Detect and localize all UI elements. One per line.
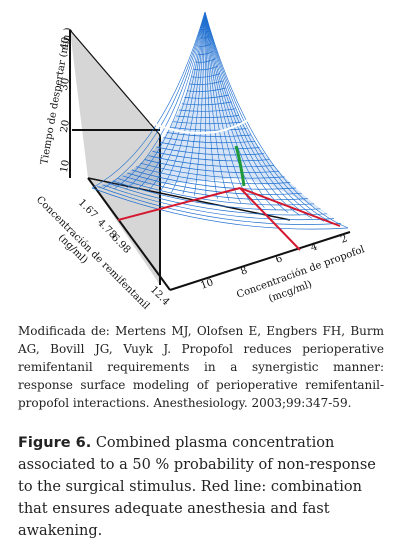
- surface-mesh-line: [125, 11, 206, 190]
- propofol-axis-line: [169, 231, 351, 291]
- red-line-floor: [117, 187, 241, 221]
- green-line: [234, 145, 246, 187]
- response-surface-figure: 10 20 30 40 Tiempo de despertar (min.) 1…: [34, 11, 366, 310]
- white-iso-line: [149, 99, 273, 135]
- surface-mesh-line: [159, 142, 260, 150]
- figure-caption-text: Combined plasma concentration associated…: [18, 435, 376, 539]
- surface-mesh-line: [182, 11, 206, 195]
- surface-mesh-line: [140, 162, 285, 179]
- z-tick: 20: [59, 119, 72, 133]
- surface-mesh-line: [204, 11, 301, 216]
- surface-mesh-line: [144, 159, 280, 173]
- z-tick: 40: [59, 36, 72, 50]
- surface-mesh-line: [204, 11, 242, 204]
- back-wall-edge: [69, 29, 161, 136]
- y-tick: 1.67: [76, 197, 100, 221]
- surface-mesh-line: [194, 11, 206, 196]
- surface-mesh-line: [166, 132, 251, 137]
- surface-mesh-line: [204, 11, 325, 222]
- surface-mesh-line: [127, 172, 302, 195]
- surface-mesh-line: [204, 11, 207, 198]
- surface-mesh-line: [136, 11, 206, 191]
- z-tick: 30: [59, 77, 72, 91]
- surface-mesh-line: [181, 101, 232, 106]
- surface-mesh-line: [193, 65, 218, 71]
- source-citation: Modificada de: Mertens MJ, Olofsen E, En…: [18, 324, 384, 410]
- surface-mesh-line: [156, 146, 265, 156]
- surface-mesh-line: [204, 11, 313, 219]
- surface-fill: [92, 12, 348, 228]
- z-axis-label: Tiempo de despertar (min.): [39, 27, 74, 166]
- surface-mesh-line: [102, 184, 334, 221]
- surface-mesh-line: [152, 151, 270, 162]
- x-tick: 10: [199, 277, 215, 292]
- surface-mesh-line: [184, 94, 229, 99]
- surface-mesh-line: [204, 11, 230, 202]
- surface-mesh-line: [204, 11, 337, 225]
- surface-mesh-line: [91, 187, 349, 230]
- remifentanil-axis-line: [87, 177, 171, 291]
- x-tick: 6: [274, 253, 284, 266]
- surface-mesh-line: [163, 137, 256, 144]
- surface-mesh-line: [171, 11, 206, 194]
- surface-mesh-line: [204, 11, 265, 208]
- red-line-surface: [239, 187, 341, 227]
- surface-mesh-line: [148, 11, 206, 192]
- x-tick: 8: [239, 265, 249, 278]
- figure-label: Figure 6.: [18, 435, 92, 451]
- red-line-propofol: [239, 187, 301, 251]
- surface-mesh-line: [107, 182, 328, 216]
- surface-mesh-line: [136, 166, 291, 185]
- surface-mesh-line: [159, 11, 206, 192]
- surface-mesh-line: [103, 11, 206, 189]
- surface-mesh-line: [178, 108, 236, 112]
- z-tick: 10: [59, 159, 72, 173]
- surface-mesh-line: [114, 11, 206, 189]
- z-axis-ticks: 10 20 30 40: [59, 36, 72, 173]
- back-wall: [70, 30, 160, 285]
- x-tick: 4: [309, 241, 319, 254]
- x-tick: 2: [339, 233, 349, 246]
- surface-mesh-line: [204, 11, 349, 229]
- floor-back-edge: [87, 177, 291, 221]
- surface-mesh-line: [169, 126, 247, 131]
- surface-mesh-line: [148, 155, 275, 168]
- figure-caption: Figure 6. Combined plasma concentration …: [18, 432, 384, 542]
- surface-mesh-line: [97, 186, 341, 225]
- x-axis-ticks: 2 4 6 8 10: [199, 233, 349, 292]
